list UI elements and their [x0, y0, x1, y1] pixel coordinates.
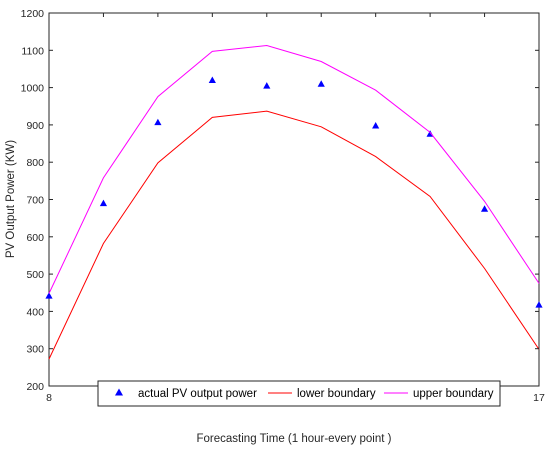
y-tick-label: 1100	[21, 45, 44, 57]
y-axis-label: PV Output Power (KW)	[5, 140, 17, 258]
legend-box	[97, 380, 501, 407]
y-tick-label: 600	[26, 232, 44, 244]
data-point-actual-pv-output-power	[208, 76, 216, 84]
data-point-actual-pv-output-power	[99, 199, 108, 207]
legend-label-lower: lower boundary	[297, 388, 376, 400]
data-point-actual-pv-output-power	[45, 292, 53, 299]
legend-marker-actual	[115, 388, 123, 396]
data-point-actual-pv-output-power	[317, 80, 325, 87]
data-point-actual-pv-output-power	[154, 118, 162, 126]
y-tick-label: 500	[26, 269, 44, 281]
y-tick-label: 700	[26, 195, 44, 207]
series-layer	[45, 44, 543, 360]
legend: actual PV output power lower boundary up…	[97, 380, 501, 407]
data-point-actual-pv-output-power	[480, 205, 489, 212]
x-tick-label: 17	[533, 392, 545, 404]
legend-label-upper: upper boundary	[413, 388, 494, 400]
y-tick-label: 300	[26, 344, 44, 356]
data-point-actual-pv-output-power	[263, 82, 271, 89]
data-point-actual-pv-output-power	[372, 122, 380, 129]
series-line-lower-boundary	[48, 110, 540, 360]
y-tick-label: 400	[26, 306, 44, 318]
x-axis-label: Forecasting Time (1 hour-every point )	[197, 433, 392, 445]
y-tick-label: 200	[26, 381, 44, 393]
data-point-actual-pv-output-power	[535, 301, 543, 308]
y-tick-label: 900	[26, 120, 44, 132]
x-tick-label: 8	[46, 392, 52, 404]
plot-area	[48, 12, 540, 387]
y-tick-label: 800	[26, 157, 44, 169]
series-line-upper-boundary	[48, 44, 540, 294]
legend-label-actual: actual PV output power	[138, 388, 257, 400]
y-tick-label: 1200	[21, 8, 45, 20]
y-tick-label: 1000	[21, 83, 45, 95]
